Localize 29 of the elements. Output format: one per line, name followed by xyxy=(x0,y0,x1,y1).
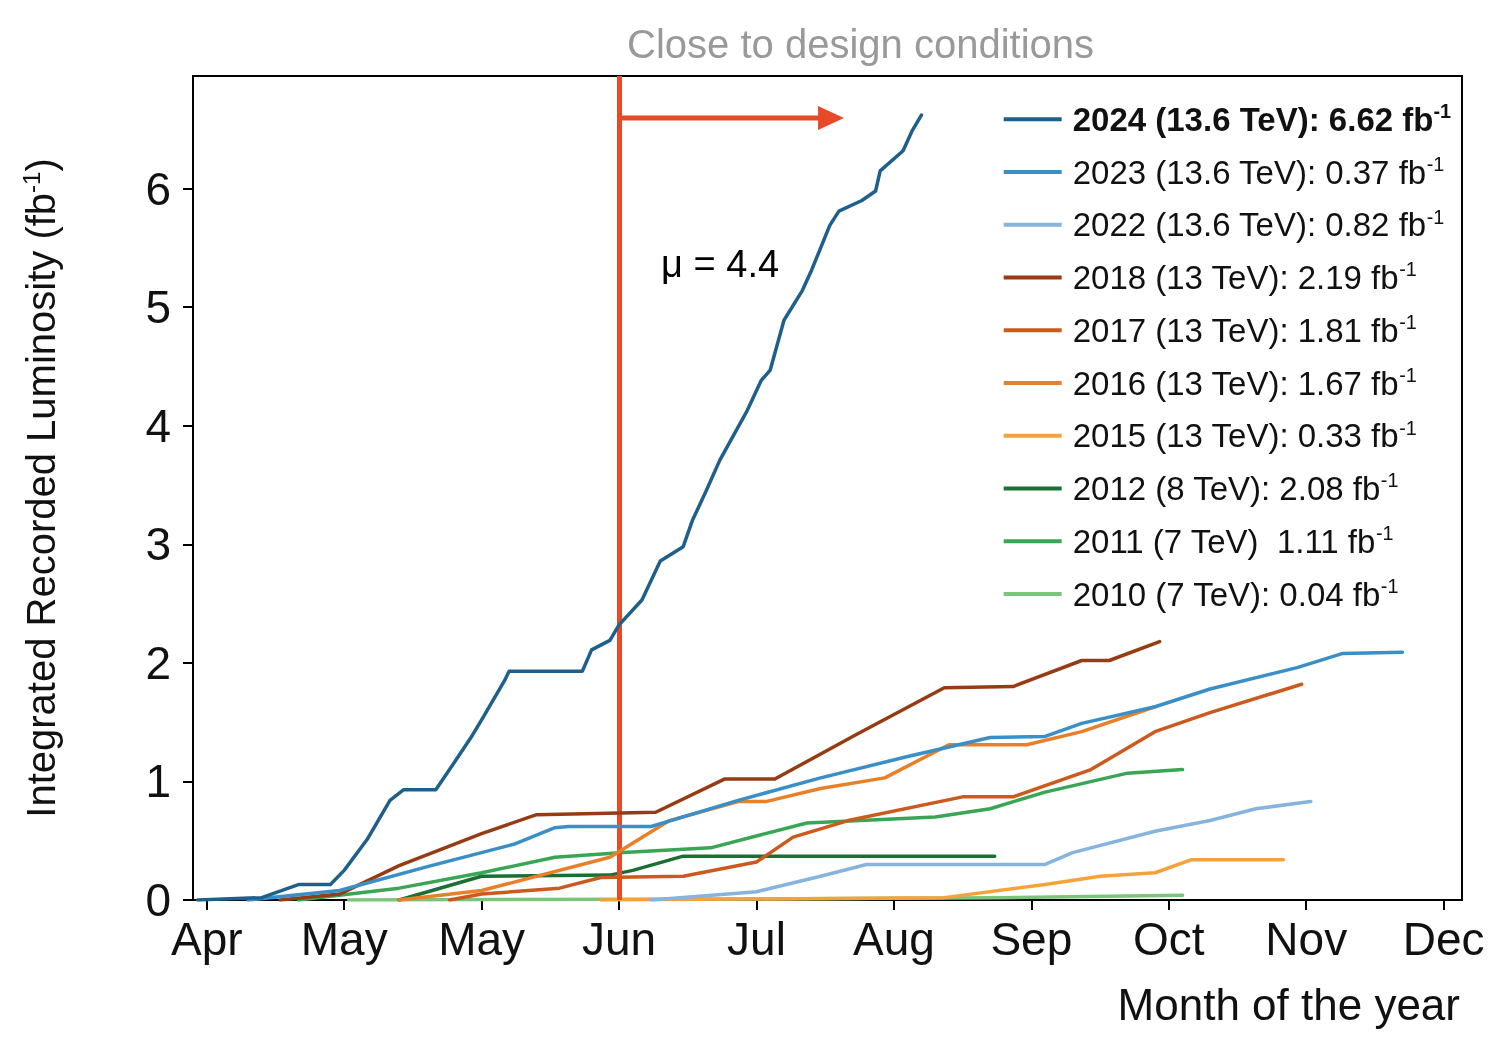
y-axis-title: Integrated Recorded Luminosity (fb-1) xyxy=(17,158,63,818)
x-tick-label: Jul xyxy=(727,913,786,965)
y-tick-label: 3 xyxy=(145,518,171,571)
line-series xyxy=(296,767,1185,902)
y-tick-label: 0 xyxy=(145,874,171,926)
line-series xyxy=(246,650,1405,902)
line-series xyxy=(649,799,1313,902)
y-tick-label: 4 xyxy=(145,399,171,452)
x-tick-label: May xyxy=(300,913,388,965)
x-tick-label: Dec xyxy=(1402,913,1485,965)
y-tick-label: 1 xyxy=(145,755,171,808)
line-series xyxy=(447,682,1304,902)
y-tick-label: 6 xyxy=(145,162,171,215)
x-tick-label: Jun xyxy=(581,913,657,965)
x-tick-label: Sep xyxy=(990,913,1073,965)
x-axis-title: Month of the year xyxy=(1117,979,1460,1029)
x-tick-label: Oct xyxy=(1133,913,1205,965)
y-tick-label: 2 xyxy=(145,636,171,689)
x-tick-label: Nov xyxy=(1265,913,1348,965)
line-series xyxy=(195,113,924,902)
line-series xyxy=(598,857,1286,902)
line-series xyxy=(397,854,997,902)
x-tick-label: May xyxy=(438,913,526,965)
x-tick-label: Aug xyxy=(853,913,935,965)
annotation: μ = 4.4 xyxy=(661,243,780,285)
ref-line-label: Close to design conditions xyxy=(627,22,1095,66)
y-tick-label: 5 xyxy=(145,281,171,334)
line-series xyxy=(278,639,1162,902)
x-tick-label: Apr xyxy=(170,913,243,965)
